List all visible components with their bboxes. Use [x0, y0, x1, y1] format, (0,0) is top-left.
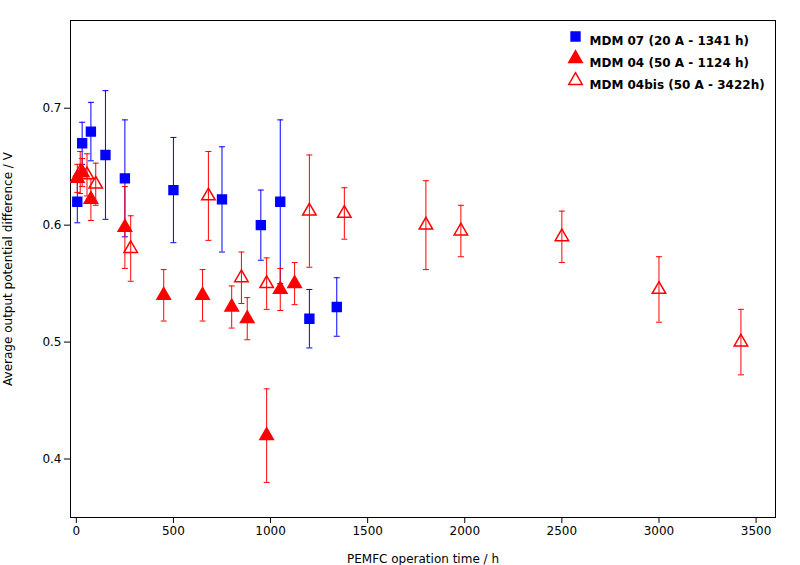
svg-text:3000: 3000 [644, 524, 675, 538]
svg-text:3500: 3500 [741, 524, 772, 538]
svg-text:2000: 2000 [449, 524, 480, 538]
svg-text:1500: 1500 [352, 524, 383, 538]
svg-text:2500: 2500 [547, 524, 578, 538]
svg-text:Average output potential diffe: Average output potential difference / V [1, 151, 15, 386]
svg-text:0.7: 0.7 [42, 101, 61, 115]
svg-text:500: 500 [162, 524, 185, 538]
svg-text:0.5: 0.5 [42, 335, 61, 349]
svg-text:MDM 04 (50 A - 1124 h): MDM 04 (50 A - 1124 h) [590, 56, 750, 70]
svg-text:0: 0 [73, 524, 81, 538]
svg-text:PEMFC operation time / h: PEMFC operation time / h [347, 552, 499, 565]
svg-text:1000: 1000 [255, 524, 286, 538]
svg-text:0.6: 0.6 [42, 218, 61, 232]
svg-text:MDM 07 (20 A - 1341 h): MDM 07 (20 A - 1341 h) [590, 34, 750, 48]
svg-text:0.4: 0.4 [42, 452, 61, 466]
svg-text:MDM 04bis (50 A - 3422h): MDM 04bis (50 A - 3422h) [590, 78, 765, 92]
